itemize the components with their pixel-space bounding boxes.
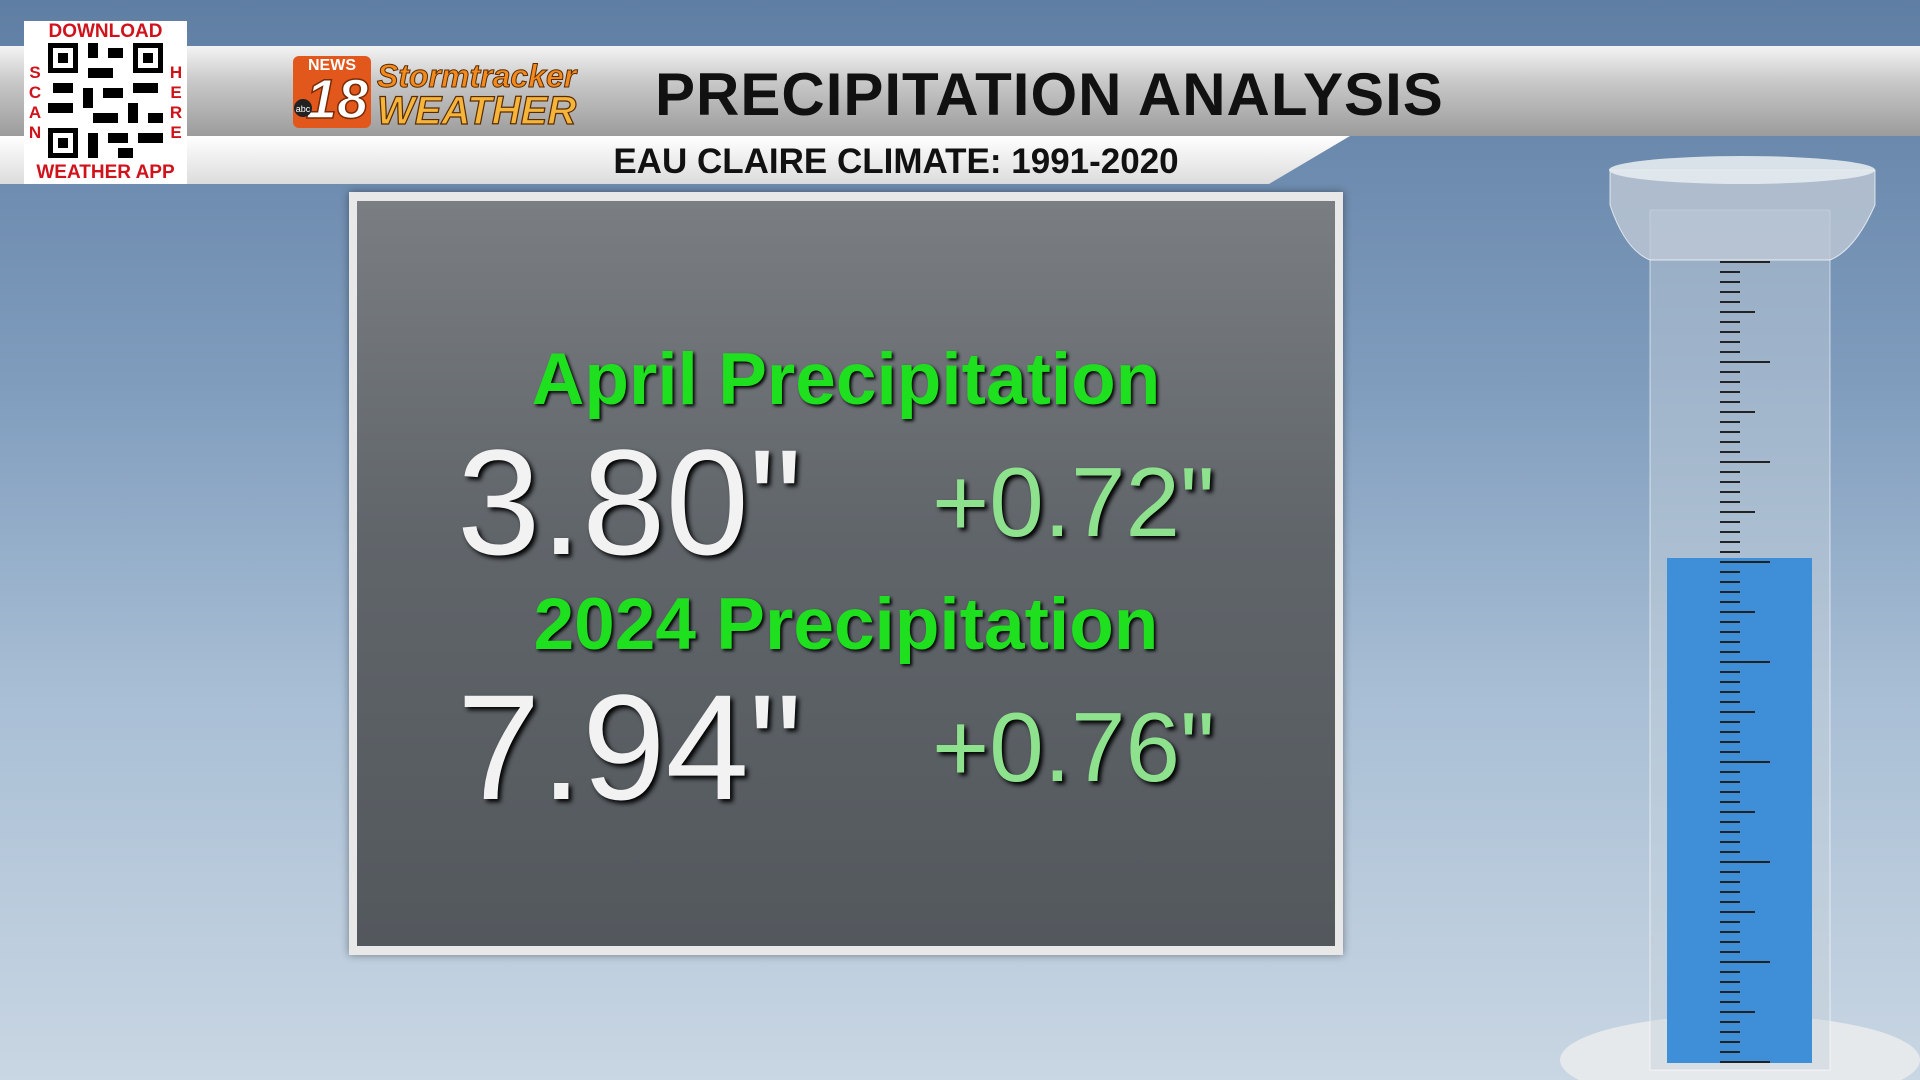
logo-news: NEWS [308,57,356,74]
subtitle-bar [0,136,1350,184]
logo-number: 18 [306,67,369,130]
qr-right: HERE [169,63,183,142]
logo-network: abc [296,104,311,114]
stats-panel-inner: April Precipitation 3.80" +0.72" 2024 Pr… [357,201,1335,946]
gauge-funnel [1609,169,1876,261]
qr-badge: DOWNLOAD SCAN HERE WEATHER APP [24,21,187,184]
stats-panel: April Precipitation 3.80" +0.72" 2024 Pr… [349,192,1343,955]
qr-left: SCAN [28,63,42,142]
gauge-rim [1609,156,1875,184]
gauge-water [1667,558,1812,1063]
row-total: 3.80" [457,418,803,586]
qr-bottom: WEATHER APP [36,162,175,183]
row-departure: +0.72" [932,447,1215,557]
header-subtitle: EAU CLAIRE CLIMATE: 1991-2020 [613,142,1179,181]
station-logo: NEWS 18 abc Stormtracker WEATHER [293,56,578,132]
row-total: 7.94" [457,663,803,831]
qr-top: DOWNLOAD [48,21,163,42]
rain-gauge [1560,156,1920,1080]
qr-code [48,43,163,158]
logo-brand-bottom: WEATHER [377,89,576,132]
header-title: PRECIPITATION ANALYSIS [655,61,1444,128]
row-label: April Precipitation [531,339,1161,420]
row-departure: +0.76" [932,692,1215,802]
logo-brand-top: Stormtracker [377,58,578,94]
row-label: 2024 Precipitation [533,584,1159,665]
